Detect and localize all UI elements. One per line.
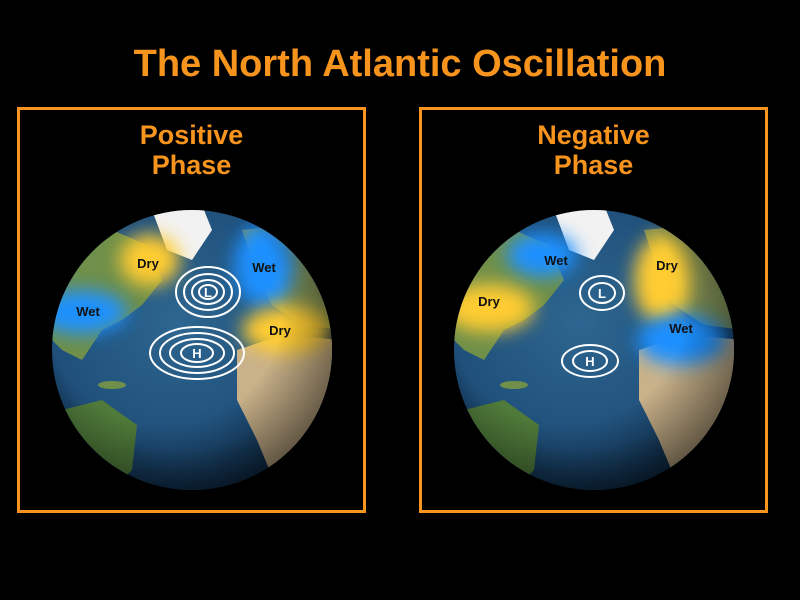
high-pressure-system — [149, 326, 245, 380]
negative-phase-globe: L H Wet Dry Dry Wet — [454, 210, 734, 490]
positive-phase-title: Positive Phase — [20, 120, 363, 180]
high-pressure-label: H — [585, 354, 594, 369]
negative-phase-panel: Negative Phase — [419, 107, 768, 513]
positive-phase-panel: Positive Phase — [17, 107, 366, 513]
positive-phase-title-line2: Phase — [151, 150, 232, 180]
dry-label-w: Dry — [478, 294, 500, 309]
low-pressure-label: L — [598, 286, 606, 301]
wet-label-w: Wet — [76, 304, 100, 319]
wet-label-nw: Wet — [544, 253, 568, 268]
wet-label-se: Wet — [669, 321, 693, 336]
dry-label-ne: Dry — [656, 258, 678, 273]
positive-phase-title-line1: Positive — [139, 120, 244, 150]
negative-phase-title-line1: Negative — [537, 120, 650, 150]
high-pressure-label: H — [192, 346, 201, 361]
low-pressure-label: L — [204, 285, 212, 300]
low-pressure-system — [579, 275, 625, 311]
globe-shading — [52, 210, 332, 490]
dry-label-nw: Dry — [137, 256, 159, 271]
globe-shading — [454, 210, 734, 490]
page-title: The North Atlantic Oscillation — [133, 43, 667, 85]
high-pressure-system — [561, 344, 619, 378]
negative-phase-title: Negative Phase — [422, 120, 765, 180]
wet-label-ne: Wet — [252, 260, 276, 275]
dry-label-se: Dry — [269, 323, 291, 338]
negative-phase-title-line2: Phase — [553, 150, 634, 180]
positive-phase-globe: L H Dry Wet Wet Dry — [52, 210, 332, 490]
low-pressure-system — [175, 266, 241, 318]
